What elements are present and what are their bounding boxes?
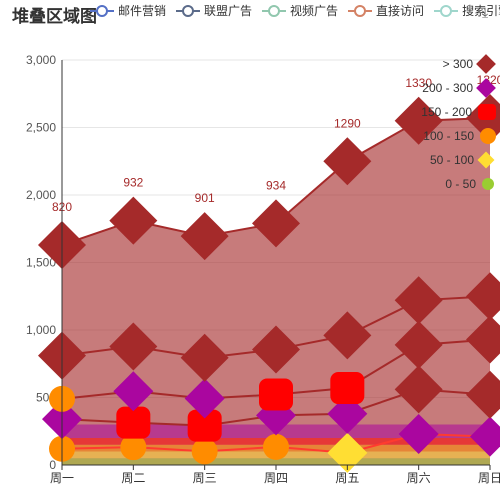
data-point [263, 433, 289, 460]
visual-map-item[interactable]: 150 - 200 [421, 100, 496, 124]
legend-item-video[interactable]: 视频广告 [262, 2, 338, 19]
visual-map-label: > 300 [442, 57, 473, 71]
data-label: 1290 [334, 116, 361, 130]
legend-item-direct[interactable]: 直接访问 [348, 2, 424, 19]
data-point [466, 370, 500, 419]
data-point [394, 96, 443, 145]
series-area [62, 296, 490, 399]
data-label: 934 [266, 178, 286, 192]
x-tick-label: 周一 [50, 471, 74, 485]
x-tick-label: 周日 [478, 471, 500, 485]
legend-mark-icon [434, 4, 459, 17]
legend-mark-icon [90, 4, 114, 17]
data-point [187, 409, 222, 442]
data-label: 901 [195, 191, 215, 205]
legend-label: 联盟广告 [204, 4, 253, 18]
data-point [398, 413, 439, 454]
data-point [252, 325, 300, 374]
legend-label: 邮件营销 [118, 4, 167, 18]
visual-map-item[interactable]: 0 - 50 [421, 172, 496, 196]
x-tick-label: 周四 [264, 471, 288, 485]
data-point [394, 365, 443, 414]
data-point [466, 315, 500, 364]
data-point [116, 406, 151, 439]
data-point [394, 320, 443, 369]
diamond-icon [477, 151, 495, 169]
data-point [109, 196, 158, 245]
legend-item-union[interactable]: 联盟广告 [176, 2, 252, 19]
legend-label: 视频广告 [290, 4, 339, 18]
visual-map-label: 200 - 300 [422, 81, 473, 95]
visual-map-label: 0 - 50 [445, 177, 476, 191]
series-legend: 邮件营销 联盟广告 视频广告 直接访问 搜索引擎 [90, 2, 500, 19]
visual-map-item[interactable]: 100 - 150 [421, 124, 496, 148]
visual-map-legend: > 300 200 - 300 150 - 200 100 - 150 50 -… [421, 52, 496, 196]
data-point [394, 276, 443, 325]
data-point [466, 272, 500, 321]
data-point [180, 333, 229, 382]
value-band [62, 458, 490, 465]
diamond-icon [476, 54, 496, 74]
visual-map-item[interactable]: 50 - 100 [421, 148, 496, 172]
data-point [323, 311, 372, 360]
diamond-icon [476, 78, 496, 98]
data-point [109, 322, 158, 371]
data-point [184, 378, 225, 419]
data-label: 1330 [405, 76, 432, 90]
circle-icon [482, 178, 494, 190]
legend-mark-icon [262, 4, 287, 17]
data-point [191, 438, 218, 465]
visual-map-label: 50 - 100 [429, 153, 474, 167]
legend-mark-icon [348, 4, 373, 17]
data-point [259, 378, 293, 411]
visual-map-label: 150 - 200 [421, 105, 472, 119]
visual-map-label: 100 - 150 [423, 129, 474, 143]
data-point [470, 416, 500, 457]
x-tick-label: 周二 [121, 471, 145, 485]
y-tick-label: 3,000 [26, 53, 56, 67]
x-tick-label: 周三 [193, 471, 217, 485]
x-tick-label: 周五 [335, 471, 359, 485]
circle-icon [480, 128, 496, 144]
y-tick-label: 0 [49, 458, 56, 472]
legend-label: 直接访问 [376, 4, 425, 18]
chart-title: 堆叠区域图 [12, 7, 97, 26]
data-point [252, 199, 300, 248]
y-tick-label: 1,000 [26, 323, 56, 337]
x-tick-label: 周六 [407, 471, 431, 485]
legend-mark-icon [176, 4, 201, 17]
legend-item-search[interactable]: 搜索引擎 [434, 2, 500, 19]
visual-map-item[interactable]: > 300 [421, 52, 496, 76]
data-point [327, 432, 368, 473]
visual-map-item[interactable]: 200 - 300 [421, 76, 496, 100]
data-label: 932 [123, 176, 143, 190]
y-tick-label: 1,500 [26, 256, 56, 270]
data-point [323, 137, 372, 186]
data-point [180, 212, 229, 261]
series-area [62, 339, 490, 426]
y-tick-label: 2,000 [26, 188, 56, 202]
data-point [120, 434, 147, 461]
data-point [113, 371, 154, 412]
data-point [330, 372, 365, 405]
download-icon[interactable]: ⤓ [482, 4, 489, 20]
legend-item-email[interactable]: 邮件营销 [90, 2, 166, 19]
square-icon [478, 104, 496, 120]
y-tick-label: 2,500 [26, 121, 56, 135]
legend-label: 搜索引擎 [462, 4, 500, 18]
